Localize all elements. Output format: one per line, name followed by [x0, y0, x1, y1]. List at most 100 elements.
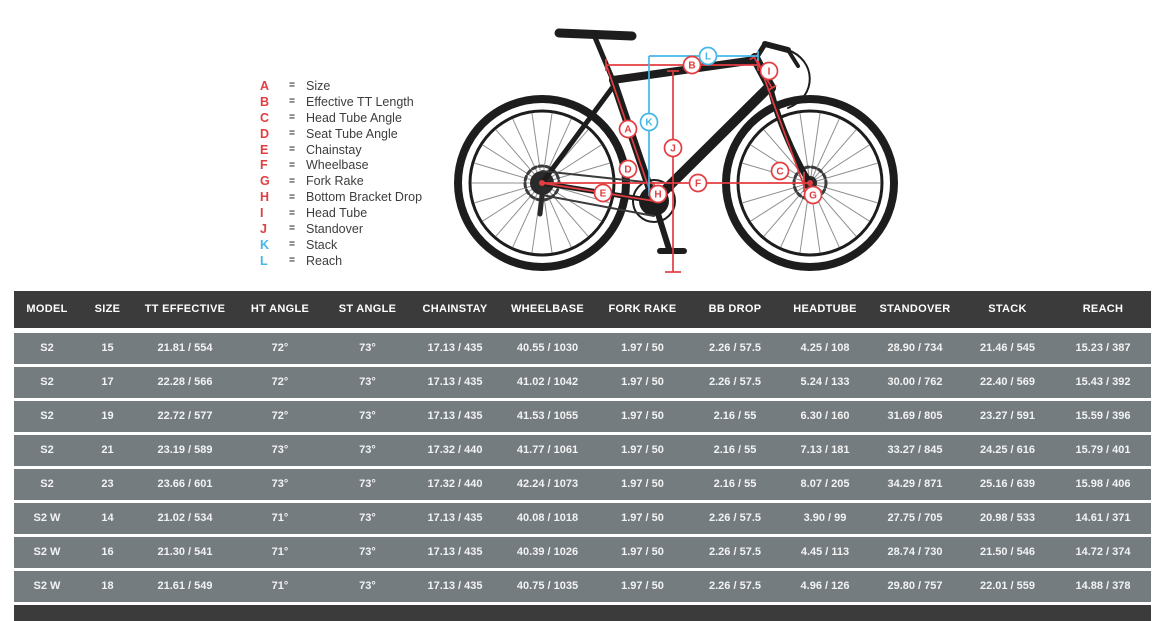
table-cell: 41.53 / 1055	[516, 410, 579, 422]
table-cell: 72°	[271, 410, 289, 422]
table-cell: 15.98 / 406	[1075, 478, 1131, 490]
table-cell: 21.02 / 534	[157, 512, 213, 524]
table-cell: 25.16 / 639	[979, 478, 1036, 490]
equals-sign: =	[289, 112, 295, 124]
table-cell: 22.72 / 577	[157, 410, 213, 422]
chain-bottom	[541, 194, 655, 217]
svg-text:A: A	[624, 125, 631, 136]
table-cell: 73°	[359, 546, 376, 558]
column-header: WHEELBASE	[511, 303, 584, 315]
table-cell: 28.74 / 730	[887, 546, 943, 558]
table-cell: 73°	[271, 444, 289, 456]
column-header: HT ANGLE	[250, 303, 310, 315]
table-cell: S2	[40, 478, 54, 490]
table-cell: 23	[101, 478, 114, 490]
table-cell: 1.97 / 50	[621, 478, 664, 490]
marker-d: D	[618, 159, 638, 179]
legend-label: Standover	[306, 221, 363, 236]
marker-h: H	[648, 184, 668, 204]
marker-f: F	[688, 173, 708, 193]
legend-label: Reach	[306, 253, 343, 268]
equals-sign: =	[289, 144, 295, 155]
legend-label: Stack	[306, 237, 338, 252]
table-cell: 2.16 / 55	[713, 444, 757, 456]
table-cell: 1.97 / 50	[621, 444, 664, 456]
table-cell: 18	[101, 580, 114, 592]
legend-item: F = Wheelbase	[260, 157, 422, 173]
marker-g: G	[803, 185, 823, 205]
column-header: FORK RAKE	[608, 303, 677, 315]
column-header: STACK	[988, 303, 1027, 315]
table-cell: 6.30 / 160	[800, 410, 850, 422]
table-cell: 34.29 / 871	[887, 478, 943, 490]
table-cell: 1.97 / 50	[621, 342, 664, 354]
legend-label: Head Tube	[306, 206, 368, 221]
marker-a: A	[618, 119, 638, 139]
marker-k: K	[639, 112, 659, 132]
top-tube	[609, 56, 759, 84]
table-cell: 2.26 / 57.5	[709, 546, 761, 558]
chainring-outer	[632, 179, 676, 223]
table-cell: 17	[101, 376, 114, 388]
marker-c: C	[770, 161, 790, 181]
handlebar	[762, 41, 791, 53]
table-cell: 17.13 / 435	[427, 410, 483, 422]
table-cell: 14.72 / 374	[1075, 546, 1131, 558]
table-cell: 17.13 / 435	[427, 546, 483, 558]
svg-text:C: C	[776, 167, 783, 178]
dimension-markers: A B C D E F G H I J K L	[593, 46, 823, 205]
table-cell: S2 W	[33, 512, 61, 524]
table-row: S2 23 23.66 / 601 73° 73° 17.32 / 440 42.24 / …	[14, 469, 1151, 500]
rear-derailleur	[537, 192, 545, 217]
legend-item: J = Standover	[260, 221, 422, 237]
brake-cable	[787, 49, 811, 109]
legend-label: Chainstay	[306, 142, 362, 157]
column-header: CHAINSTAY	[422, 303, 488, 315]
table-cell: 15.43 / 392	[1075, 376, 1131, 388]
table-row: S2 W 14 21.02 / 534 71° 73° 17.13 / 435 40.08 …	[14, 503, 1151, 534]
svg-text:E: E	[600, 189, 607, 200]
equals-sign: =	[289, 80, 295, 92]
svg-text:D: D	[624, 165, 631, 176]
table-header-row: MODEL SIZE TT EFFECTIVE HT ANGLE ST ANGLE CHA…	[14, 291, 1151, 328]
table-cell: 28.90 / 734	[887, 342, 943, 354]
table-cell: 19	[101, 410, 114, 422]
equals-sign: =	[289, 255, 295, 267]
table-row: S2 19 22.72 / 577 72° 73° 17.13 / 435 41.53 / …	[14, 401, 1151, 432]
column-header: BB DROP	[708, 303, 762, 315]
marker-i: I	[759, 61, 779, 81]
table-cell: 40.75 / 1035	[516, 580, 579, 592]
table-row: S2 17 22.28 / 566 72° 73° 17.13 / 435 41.02 / …	[14, 367, 1151, 398]
table-cell: 22.01 / 559	[979, 580, 1036, 592]
legend-letter: E	[260, 142, 269, 157]
table-cell: 23.66 / 601	[157, 478, 213, 490]
table-cell: 21.50 / 546	[979, 546, 1036, 558]
table-cell: 27.75 / 705	[887, 512, 943, 524]
svg-text:B: B	[688, 61, 695, 72]
table-cell: 14.61 / 371	[1075, 512, 1131, 524]
table-cell: 21.61 / 549	[157, 580, 213, 592]
table-cell: 73°	[359, 478, 376, 490]
svg-text:H: H	[654, 190, 661, 201]
svg-text:K: K	[645, 118, 653, 129]
svg-text:F: F	[695, 179, 701, 190]
table-cell: 15	[101, 342, 114, 354]
table-cell: 4.45 / 113	[800, 546, 850, 558]
table-cell: 4.25 / 108	[800, 342, 850, 354]
table-cell: 15.59 / 396	[1075, 410, 1131, 422]
table-cell: 15.79 / 401	[1075, 444, 1131, 456]
table-cell: 1.97 / 50	[621, 512, 664, 524]
legend-item: D = Seat Tube Angle	[260, 126, 422, 142]
legend-item: H = Bottom Bracket Drop	[260, 189, 422, 205]
rear-hub-dot	[539, 180, 545, 186]
table-cell: 17.13 / 435	[427, 580, 483, 592]
table-cell: 41.77 / 1061	[516, 444, 579, 456]
table-cell: 17.13 / 435	[427, 376, 483, 388]
legend-item: A = Size	[260, 78, 422, 94]
legend-letter: I	[260, 206, 264, 221]
table-cell: 33.27 / 845	[887, 444, 943, 456]
table-cell: 2.16 / 55	[713, 478, 757, 490]
legend-item: G = Fork Rake	[260, 173, 422, 189]
table-cell: 72°	[271, 342, 289, 354]
